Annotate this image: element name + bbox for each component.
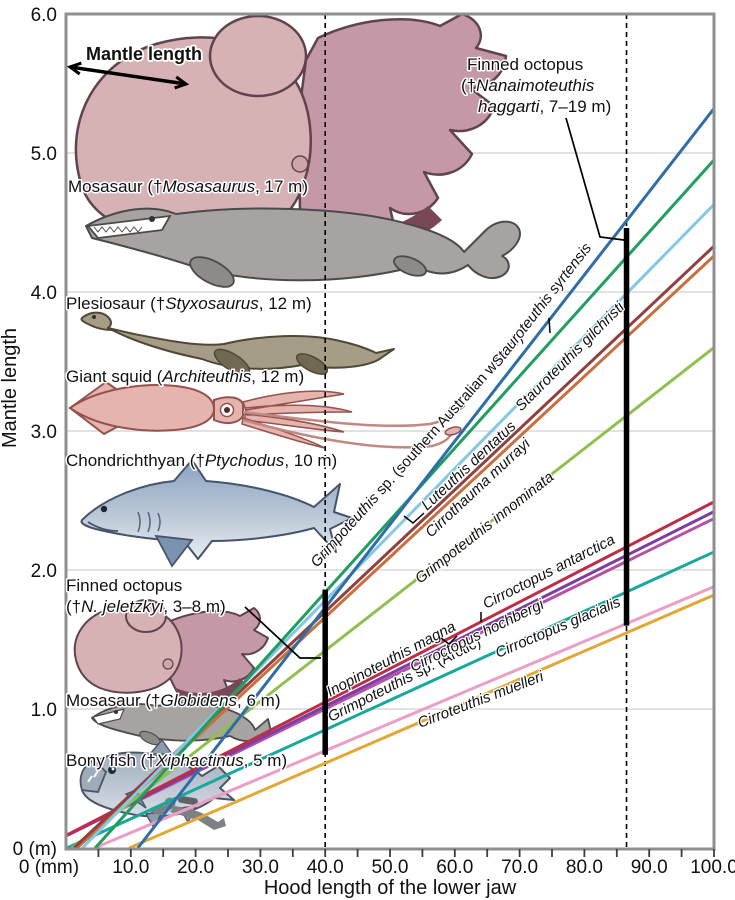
plesiosaur-eye bbox=[92, 315, 96, 319]
haggarti-callout-line-3: haggarti, 7–19 m) bbox=[478, 97, 611, 116]
series-line-antarctica bbox=[65, 500, 715, 837]
x-tick-label-50: 50.0 bbox=[372, 857, 409, 878]
x-tick-label-20: 20.0 bbox=[177, 857, 214, 878]
styxosaurus-label: Plesiosaur (†Styxosaurus, 12 m) bbox=[66, 294, 312, 313]
series-line-innominata bbox=[71, 346, 715, 850]
plesiosaur-front-flipper bbox=[213, 348, 251, 376]
squid-pupil bbox=[224, 407, 230, 413]
diver-tank bbox=[177, 795, 198, 806]
globidens-label: Mosasaur (†Globidens, 6 m) bbox=[66, 691, 281, 710]
ptychodus-shark-illustration bbox=[80, 459, 353, 568]
jeletzkyi-octopus-illustration bbox=[73, 599, 269, 708]
squid-tentacle-upper bbox=[242, 408, 458, 428]
y-tick-label-2: 2.0 bbox=[31, 561, 57, 582]
series-line-gilchristi bbox=[81, 203, 715, 850]
xiphactinus-label: Bony fish (†Xiphactinus, 5 m) bbox=[66, 751, 287, 770]
arrowhead bbox=[174, 75, 190, 90]
jeletzkyi-callout-pointer bbox=[244, 606, 321, 659]
y-tick-label-5: 5.0 bbox=[31, 144, 57, 165]
x-tick-label-90: 90.0 bbox=[631, 857, 668, 878]
mosasaurus-front-flipper bbox=[189, 256, 235, 288]
xiphactinus-head bbox=[79, 758, 108, 793]
giant-squid-illustration bbox=[68, 381, 466, 449]
plesiosaur-body bbox=[80, 311, 395, 370]
x-tick-label-0: 0 (mm) bbox=[19, 857, 79, 878]
mosasaurus-mouth bbox=[86, 214, 172, 239]
xiphactinus-fangs bbox=[87, 770, 99, 783]
plesiosaur-rear-flipper bbox=[295, 353, 329, 375]
x-tick-label-30: 30.0 bbox=[242, 857, 279, 878]
xiphactinus-eye bbox=[108, 766, 116, 774]
squid-tentacle-lower bbox=[242, 418, 454, 449]
globidens-mosasaur-illustration bbox=[91, 702, 272, 746]
shark-pectoral-fin bbox=[154, 534, 194, 568]
dentatus-murrayi-bracket bbox=[403, 512, 425, 524]
regression-lines bbox=[65, 107, 715, 850]
xiphactinus-dorsal-fin bbox=[148, 738, 174, 755]
squid-tentacle-club-lower bbox=[444, 426, 462, 436]
shark-gills bbox=[137, 511, 161, 533]
series-line-muelleri bbox=[128, 593, 715, 850]
mantle-length-arrow bbox=[69, 65, 187, 86]
shark-mouth bbox=[87, 521, 119, 532]
arrowhead bbox=[66, 61, 82, 76]
haggarti-callout-line-1: Finned octopus bbox=[467, 55, 583, 74]
jeletzkyi-ear-fin bbox=[125, 599, 167, 633]
x-tick-label-70: 70.0 bbox=[501, 857, 538, 878]
mosasaurus-eye bbox=[149, 216, 155, 222]
scale-animal-illustrations bbox=[68, 13, 521, 830]
jeletzkyi-callout-line-1: Finned octopus bbox=[66, 576, 182, 595]
x-tick-label-80: 80.0 bbox=[566, 857, 603, 878]
jeletzkyi-siphon bbox=[162, 658, 174, 670]
x-tick-label-10: 10.0 bbox=[112, 857, 149, 878]
globidens-eye bbox=[114, 710, 118, 714]
giant-finned-octopus-illustration bbox=[74, 13, 508, 261]
jeletzkyi-callout-line-2: (†N. jeletzkyi, 3–8 m) bbox=[66, 597, 226, 616]
haggarti-callout-pointer bbox=[565, 117, 625, 241]
mosasaurus-label: Mosasaur (†Mosasaurus, 17 m) bbox=[68, 177, 308, 196]
axis-ticks-and-labels: 0 (mm) 10.0 20.0 30.0 40.0 50.0 60.0 70.0 80.0 90… bbox=[13, 5, 735, 878]
architeuthis-label: Giant squid (Architeuthis, 12 m) bbox=[66, 367, 304, 386]
series-line-magna bbox=[65, 510, 715, 838]
y-tick-label-4: 4.0 bbox=[31, 283, 57, 304]
y-tick-label-3: 3.0 bbox=[31, 422, 57, 443]
shark-body bbox=[80, 459, 353, 560]
xiphactinus-eye-glint bbox=[111, 767, 115, 771]
series-line-syrtensis bbox=[136, 107, 715, 849]
x-tick-label-40: 40.0 bbox=[307, 857, 344, 878]
mosasaurus-illustration bbox=[85, 207, 521, 288]
squid-arms bbox=[241, 390, 353, 449]
mosasaurus-rear-flipper bbox=[393, 255, 427, 277]
mosasaurus-teeth bbox=[93, 226, 143, 233]
x-tick-label-100: 100.0 bbox=[690, 857, 735, 878]
syrtensis-tick bbox=[548, 317, 551, 334]
ptychodus-label: Chondrichthyan (†Ptychodus, 10 m) bbox=[66, 451, 337, 470]
series-line-glacialis bbox=[93, 585, 715, 850]
y-axis-title: Mantle length bbox=[0, 328, 21, 448]
mantle-length-annotation: Mantle length bbox=[86, 44, 202, 64]
x-tick-label-60: 60.0 bbox=[436, 857, 473, 878]
haggarti-callout-line-2: (†Nanaimoteuthis bbox=[461, 76, 595, 95]
y-tick-label-0: 0 (m) bbox=[13, 839, 57, 860]
octopus-ear-fin bbox=[208, 14, 308, 98]
globidens-body bbox=[91, 702, 272, 742]
x-axis-title: Hood length of the lower jaw bbox=[264, 877, 517, 899]
y-tick-label-1: 1.0 bbox=[31, 700, 57, 721]
shark-eye bbox=[100, 505, 108, 513]
plesiosaur-illustration bbox=[80, 311, 395, 376]
octopus-siphon bbox=[291, 155, 309, 173]
series-label-muelleri: Cirroteuthis muelleri bbox=[415, 668, 546, 732]
y-tick-label-6: 6.0 bbox=[31, 5, 57, 26]
size-range-bars bbox=[322, 228, 630, 755]
squid-tentacle-club-upper bbox=[448, 401, 466, 413]
magna-bracket bbox=[440, 635, 458, 645]
